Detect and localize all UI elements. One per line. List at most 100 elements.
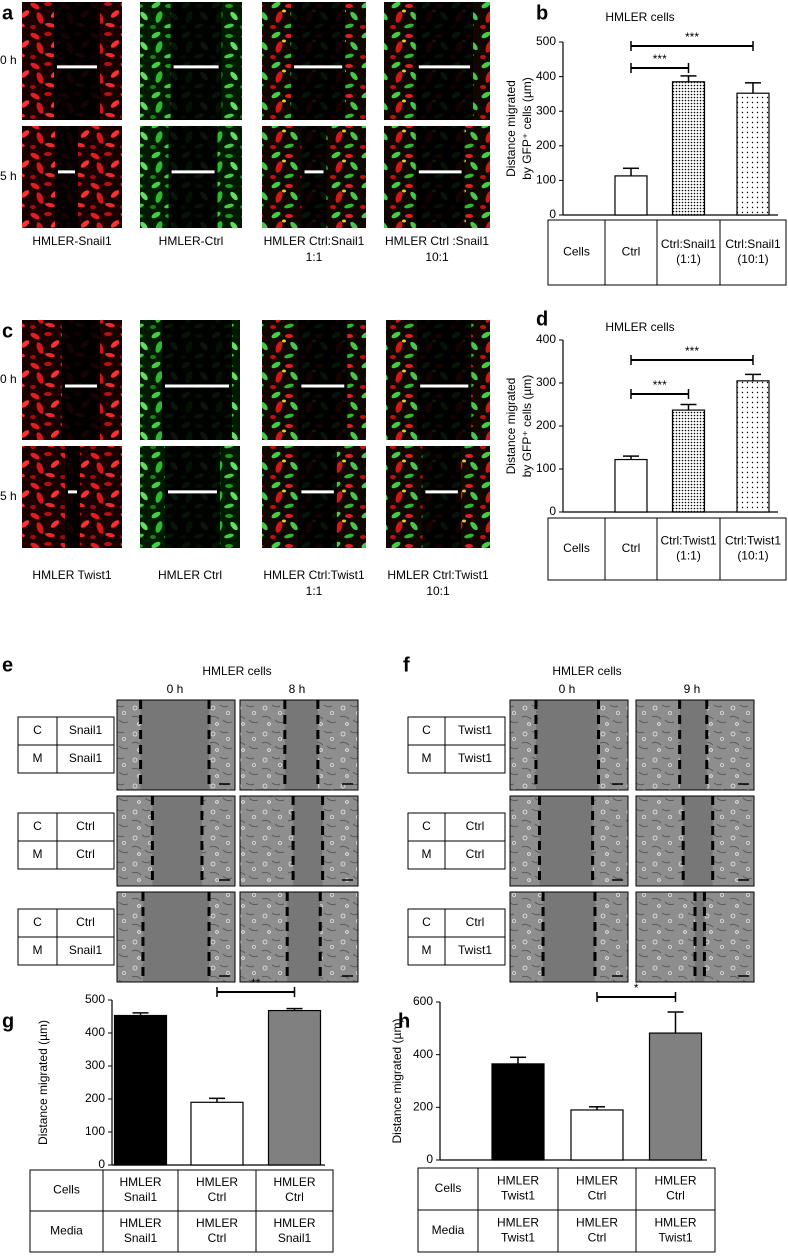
table-cell: HMLER Snail1 <box>273 1216 315 1245</box>
y-tick-label: 600 <box>413 994 433 1008</box>
image-caption: HMLER Ctrl :Snail1 10:1 <box>385 234 489 264</box>
text-line: Ctrl <box>588 1189 607 1203</box>
text-line: 1:1 <box>306 584 323 598</box>
y-tick-label: 100 <box>536 173 556 187</box>
text-line: HMLER Ctrl :Snail1 <box>385 234 489 248</box>
bar <box>736 92 770 216</box>
image-caption: HMLER Ctrl:Twist1 1:1 <box>263 568 365 598</box>
wound-gap <box>287 892 321 982</box>
image-caption: HMLER Twist1 <box>32 568 111 582</box>
image-caption: HMLER-Snail1 <box>32 234 112 248</box>
table-cell: Ctrl <box>76 915 95 929</box>
wound-gap <box>162 320 232 440</box>
x-category-label: Ctrl <box>622 245 641 259</box>
y-tick-label: 0 <box>98 1157 105 1171</box>
text-line: Ctrl:Twist1 <box>660 534 716 548</box>
text-line: Twist1 <box>501 1231 535 1245</box>
table-cell: Ctrl <box>76 847 95 861</box>
table-cell: Twist1 <box>458 751 492 765</box>
text-line: HMLER <box>119 1216 161 1230</box>
bar <box>190 1101 244 1166</box>
text-line: HMLER Ctrl:Snail1 <box>264 234 365 248</box>
table-cell: Twist1 <box>458 723 492 737</box>
table-cell: HMLER Ctrl <box>576 1216 618 1245</box>
x-category-label: Ctrl <box>622 541 641 555</box>
bar <box>648 1032 703 1161</box>
panel-title: HMLER cells <box>202 664 271 678</box>
wound-gap <box>417 320 472 440</box>
wound-gap <box>140 700 210 790</box>
image-caption: HMLER Ctrl:Snail1 1:1 <box>264 234 365 264</box>
wound-gap <box>535 700 599 790</box>
x-category-label: HMLER Twist1 <box>497 1174 539 1203</box>
category-table <box>547 517 787 581</box>
wound-gap <box>291 2 346 120</box>
bar <box>570 1109 624 1161</box>
table-cell: Snail1 <box>69 943 103 957</box>
y-tick-label: 300 <box>536 375 556 389</box>
panel-letter: g <box>2 1010 14 1032</box>
x-category-label: Ctrl:Snail1 (10:1) <box>725 237 781 266</box>
significance-label: *** <box>685 344 699 358</box>
bar <box>614 175 648 216</box>
x-category-label: Ctrl:Snail1 (1:1) <box>661 237 717 266</box>
text-line: (10:1) <box>737 252 768 266</box>
bar <box>671 81 706 216</box>
chart-title: HMLER cells <box>605 10 674 24</box>
text-line: Twist1 <box>658 1231 692 1245</box>
wound-gap <box>65 446 80 548</box>
table-row-label: Cells <box>563 541 590 555</box>
panel-letter: f <box>403 654 410 676</box>
wound-gap <box>54 2 100 120</box>
y-tick-label: 0 <box>426 1152 433 1166</box>
text-line: HMLER Ctrl:Twist1 <box>263 568 365 582</box>
wound-gap <box>415 126 465 228</box>
table-cell: C <box>422 723 431 737</box>
wound-gap <box>168 126 218 228</box>
y-axis-label: Distance migrated (µm) <box>36 1020 50 1145</box>
bar <box>736 380 770 513</box>
panel-letter: b <box>536 2 548 24</box>
table-row-label: Media <box>432 1223 465 1237</box>
x-category-label: HMLER Ctrl <box>576 1174 618 1203</box>
text-line: Ctrl:Snail1 <box>661 237 717 251</box>
wound-gap <box>543 892 595 982</box>
text-line: Snail1 <box>278 1231 312 1245</box>
wound-gap <box>301 126 327 228</box>
text-line: HMLER <box>497 1174 539 1188</box>
wound-gap <box>695 892 705 982</box>
x-category-label: HMLER Ctrl <box>196 1175 238 1204</box>
table-row-label: Cells <box>563 245 590 259</box>
text-line: Snail1 <box>124 1190 158 1204</box>
x-category-label: Ctrl:Twist1 (1:1) <box>660 534 716 563</box>
table-cell: M <box>33 943 43 957</box>
text-line: 1:1 <box>306 250 323 264</box>
text-line: Ctrl <box>666 1189 685 1203</box>
image-caption: HMLER-Ctrl <box>159 234 224 248</box>
table-cell: M <box>422 751 432 765</box>
wound-gap <box>284 700 318 790</box>
text-line: Snail1 <box>124 1231 158 1245</box>
y-tick-label: 200 <box>413 1100 433 1114</box>
table-row-label: Cells <box>53 1183 80 1197</box>
table-cell: M <box>33 751 43 765</box>
y-axis-label: by GFP⁺ cells (µm) <box>520 375 534 478</box>
wound-gap <box>142 892 210 982</box>
text-line: 10:1 <box>426 584 450 598</box>
wound-gap <box>152 796 202 886</box>
wound-gap <box>62 320 100 440</box>
panel-title: HMLER cells <box>552 664 621 678</box>
table-cell: HMLER Twist1 <box>654 1216 696 1245</box>
time-label: 0 h <box>167 682 184 696</box>
text-line: HMLER <box>196 1216 238 1230</box>
table-cell: Ctrl <box>466 915 485 929</box>
wound-gap <box>55 126 78 228</box>
time-label: 0 h <box>559 682 576 696</box>
text-line: HMLER <box>576 1174 618 1188</box>
text-line: HMLER <box>654 1216 696 1230</box>
text-line: HMLER <box>273 1175 315 1189</box>
time-label: 8 h <box>289 682 306 696</box>
text-line: HMLER <box>576 1216 618 1230</box>
y-tick-label: 400 <box>413 1047 433 1061</box>
